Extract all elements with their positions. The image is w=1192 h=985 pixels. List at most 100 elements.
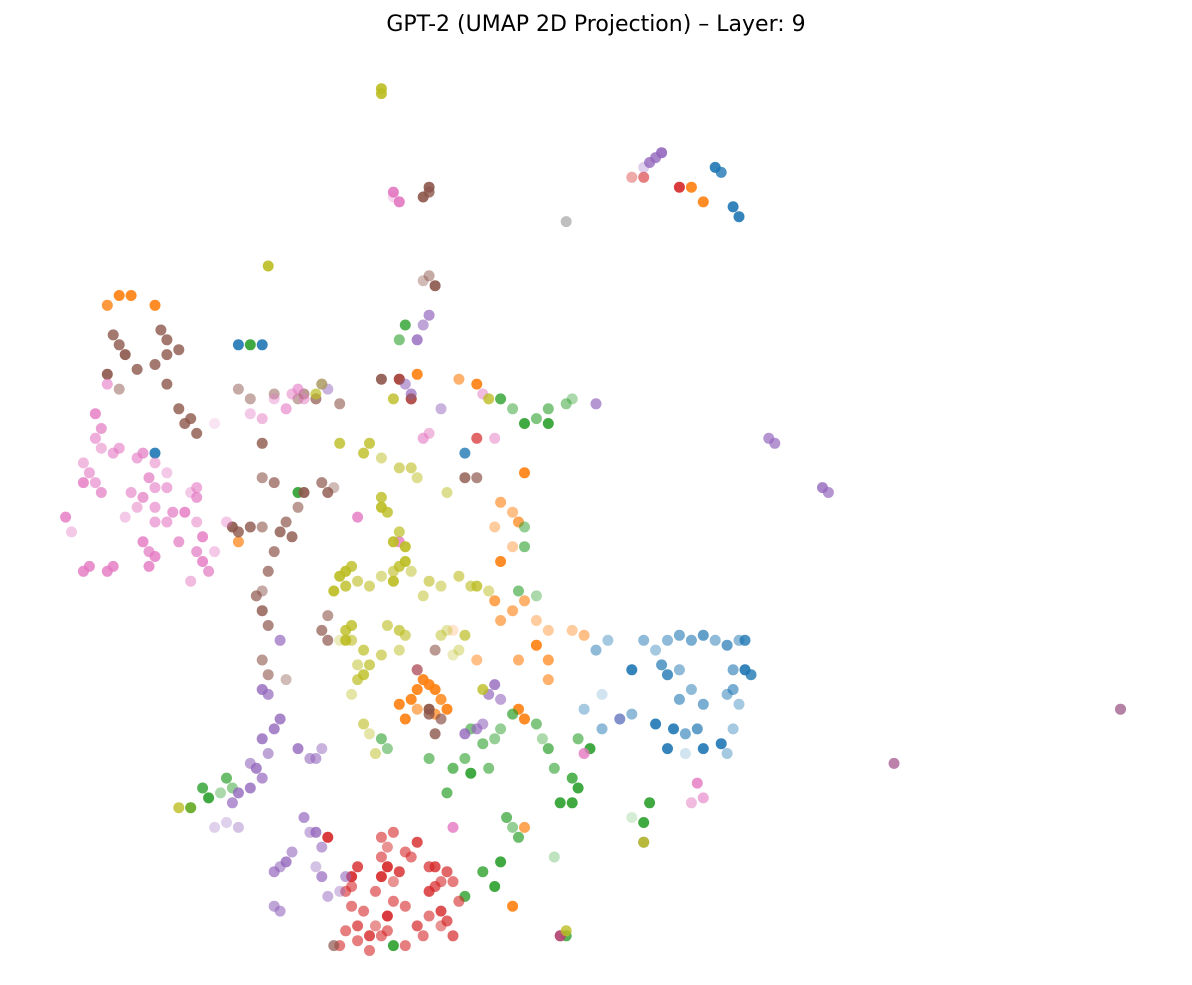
- scatter-point: [352, 935, 364, 947]
- scatter-point: [149, 299, 161, 311]
- scatter-point: [328, 940, 340, 952]
- scatter-point: [393, 644, 405, 656]
- scatter-point: [244, 408, 256, 420]
- scatter-point: [489, 881, 501, 892]
- scatter-point: [292, 383, 304, 395]
- scatter-point: [483, 585, 495, 597]
- scatter-point: [322, 610, 334, 622]
- scatter-point: [274, 526, 286, 538]
- scatter-point: [387, 393, 399, 405]
- scatter-point: [441, 487, 453, 498]
- scatter-point: [530, 413, 542, 425]
- scatter-point: [322, 634, 334, 646]
- scatter-point: [673, 664, 685, 676]
- scatter-point: [483, 762, 495, 774]
- scatter-point: [435, 580, 447, 592]
- scatter-point: [638, 836, 650, 848]
- scatter-point: [375, 452, 387, 464]
- scatter-point: [352, 575, 364, 587]
- scatter-point: [131, 363, 143, 375]
- scatter-point: [256, 521, 268, 533]
- scatter-point: [507, 541, 519, 553]
- scatter-point: [483, 393, 495, 405]
- scatter-point: [280, 516, 292, 528]
- scatter-point: [507, 900, 519, 912]
- scatter-point: [352, 674, 364, 686]
- scatter-point: [471, 723, 483, 735]
- scatter-point: [364, 945, 375, 956]
- scatter-point: [66, 526, 77, 538]
- scatter-point: [268, 866, 280, 878]
- scatter-point: [364, 659, 375, 671]
- scatter-point: [256, 339, 268, 351]
- scatter-point: [161, 467, 173, 479]
- scatter-point: [113, 442, 125, 454]
- scatter-point: [375, 491, 387, 503]
- scatter-point: [352, 659, 364, 671]
- scatter-point: [644, 797, 656, 809]
- scatter-point: [77, 457, 89, 469]
- scatter-point: [405, 851, 417, 863]
- scatter-point: [685, 634, 697, 646]
- scatter-point: [375, 88, 387, 100]
- scatter-point: [697, 196, 709, 208]
- scatter-point: [226, 521, 238, 533]
- scatter-point: [888, 757, 900, 769]
- scatter-point: [244, 339, 256, 351]
- scatter-point: [316, 624, 328, 636]
- scatter-point: [721, 639, 733, 651]
- scatter-point: [387, 191, 399, 203]
- scatter-point: [149, 482, 161, 494]
- scatter-point: [685, 181, 697, 193]
- scatter-point: [232, 787, 244, 799]
- scatter-point: [477, 866, 489, 878]
- scatter-point: [209, 821, 221, 833]
- scatter-point: [119, 349, 131, 361]
- scatter-point: [447, 649, 459, 661]
- scatter-point: [399, 319, 411, 331]
- scatter-point: [417, 319, 429, 331]
- scatter-point: [447, 762, 459, 774]
- scatter-point: [519, 467, 530, 479]
- scatter-point: [256, 772, 268, 784]
- scatter-point: [173, 536, 185, 548]
- scatter-point: [745, 669, 757, 681]
- scatter-point: [405, 393, 417, 405]
- scatter-point: [256, 413, 268, 425]
- scatter-point: [375, 733, 387, 745]
- scatter-point: [316, 378, 328, 390]
- scatter-point: [328, 585, 340, 597]
- scatter-point: [489, 679, 501, 691]
- scatter-point: [727, 684, 739, 695]
- scatter-point: [495, 496, 507, 508]
- scatter-point: [191, 427, 203, 439]
- scatter-point: [405, 565, 417, 577]
- scatter-point: [191, 546, 203, 558]
- scatter-point: [352, 920, 364, 932]
- scatter-point: [477, 684, 489, 695]
- scatter-point: [429, 728, 441, 740]
- scatter-point: [89, 432, 101, 444]
- scatter-point: [358, 905, 370, 917]
- scatter-point: [423, 575, 435, 587]
- scatter-point: [381, 620, 393, 631]
- scatter-point: [375, 373, 387, 385]
- scatter-point: [697, 743, 709, 755]
- scatter-point: [274, 634, 286, 646]
- scatter-point: [387, 940, 399, 952]
- scatter-point: [590, 398, 602, 410]
- scatter-point: [95, 442, 107, 454]
- scatter-point: [358, 447, 370, 459]
- scatter-point: [113, 383, 125, 395]
- scatter-point: [137, 447, 149, 459]
- scatter-point: [370, 885, 381, 897]
- scatter-point: [250, 590, 262, 602]
- scatter-point: [417, 930, 429, 942]
- scatter-point: [191, 491, 203, 503]
- scatter-point: [542, 674, 554, 686]
- scatter-point: [429, 861, 441, 873]
- scatter-point: [83, 467, 95, 479]
- scatter-point: [244, 393, 256, 405]
- scatter-point: [542, 743, 554, 755]
